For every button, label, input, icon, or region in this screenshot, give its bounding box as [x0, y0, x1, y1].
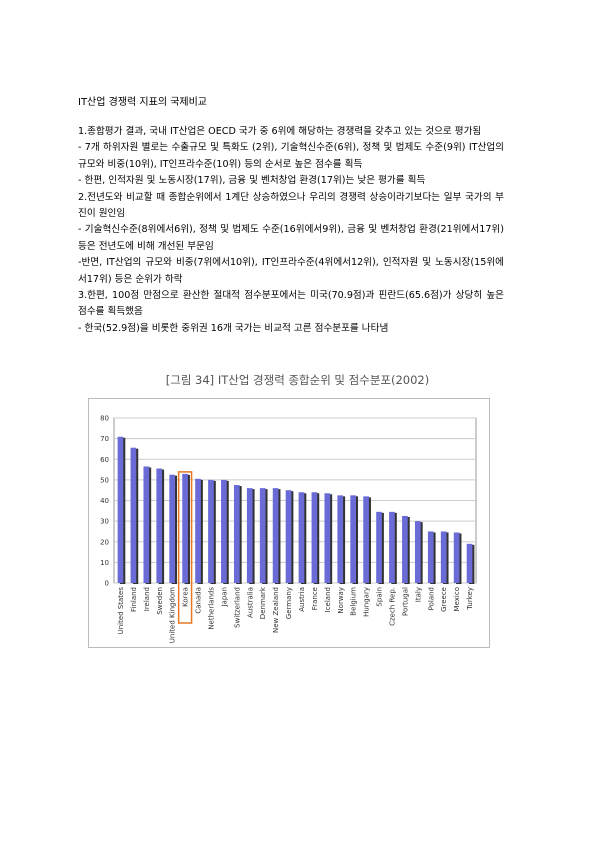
- doc-body: 1.종합평가 결과, 국내 IT산업은 OECD 국가 중 6위에 해당하는 경…: [78, 124, 504, 337]
- bar: [208, 479, 214, 583]
- bar: [272, 488, 279, 583]
- bar: [169, 474, 176, 583]
- x-tick-label: Spain: [376, 587, 384, 607]
- bar: [324, 493, 331, 583]
- x-tick-label: Iceland: [324, 587, 332, 612]
- x-tick-label: Italy: [414, 587, 422, 602]
- x-tick-label: Switzerland: [233, 587, 241, 628]
- bar: [376, 511, 382, 583]
- x-tick-label: New Zealand: [272, 587, 280, 633]
- bar: [221, 479, 227, 583]
- x-tick-label: Belgium: [350, 587, 358, 616]
- doc-title: IT산업 경쟁력 지표의 국제비교: [78, 97, 207, 108]
- bar: [246, 488, 253, 583]
- y-tick-label: 10: [100, 559, 109, 567]
- paragraph: 1.종합평가 결과, 국내 IT산업은 OECD 국가 중 6위에 해당하는 경…: [78, 126, 482, 137]
- x-tick-label: Sweden: [156, 587, 164, 615]
- bar: [453, 532, 460, 583]
- x-tick-label: Turkey: [466, 587, 474, 611]
- bar: [117, 436, 124, 583]
- x-tick-label: Norway: [337, 587, 345, 614]
- bar: [195, 478, 201, 583]
- y-tick-label: 80: [100, 415, 109, 423]
- x-tick-label: Austria: [298, 587, 306, 612]
- x-tick-label: France: [311, 587, 319, 610]
- bar: [402, 515, 408, 583]
- x-tick-label: Hungary: [363, 587, 371, 617]
- x-tick-label: Poland: [427, 587, 435, 610]
- paragraph: - 기술혁신수준(8위에서6위), 정책 및 법제도 수준(16위에서9위), …: [78, 224, 504, 252]
- chart: 0 10 20 30 40 50 60 70 80 United States Finland Ire…: [88, 398, 490, 648]
- bar: [311, 492, 318, 583]
- bar: [414, 521, 421, 583]
- x-tick-label: United States: [117, 587, 125, 635]
- x-tick-label: Germany: [285, 587, 293, 619]
- x-tick-label: Australia: [246, 587, 254, 618]
- bar: [440, 531, 447, 583]
- x-tick-label: Denmark: [259, 586, 267, 619]
- bar: [259, 488, 266, 583]
- x-tick-label: Netherlands: [207, 587, 215, 630]
- x-tick-label: Korea: [182, 587, 190, 607]
- bar: [285, 490, 292, 583]
- bar: [337, 495, 344, 583]
- paragraph: - 한편, 인적자원 및 노동시장(17위), 금융 및 벤처창업 환경(17위…: [78, 175, 426, 187]
- x-tick-label: Ireland: [143, 587, 151, 611]
- x-tick-label: United Kingdom: [169, 587, 177, 643]
- bar: [427, 531, 434, 583]
- bar: [363, 496, 369, 583]
- chart-title: [그림 34] IT산업 경쟁력 종합순위 및 점수분포(2002): [165, 373, 430, 387]
- y-tick-label: 20: [100, 538, 109, 546]
- bar: [156, 468, 163, 583]
- paragraph: - 7개 하위자원 별로는 수출규모 및 특화도 (2위), 기술혁신수준(6위…: [78, 142, 504, 170]
- x-tick-label: Canada: [195, 587, 203, 614]
- paragraph: 2.전년도와 비교할 때 종합순위에서 1계단 상승하였으나 우리의 경쟁력 상…: [78, 191, 504, 220]
- bar: [350, 495, 357, 583]
- highlight-box: [177, 471, 193, 624]
- bar: [130, 447, 137, 583]
- x-tick-label: Greece: [440, 587, 448, 612]
- x-tick-label: Czech Rep.: [388, 587, 396, 626]
- x-tick-label: Japan: [220, 587, 228, 608]
- x-tick-label: Portugal: [401, 587, 409, 616]
- bar: [466, 543, 473, 583]
- y-tick-label: 50: [100, 476, 109, 484]
- paragraph: -반면, IT산업의 규모와 비중(7위에서10위), IT인프라수준(4위에서…: [78, 257, 504, 285]
- paragraph: - 한국(52.9점)을 비롯한 중위권 16개 국가는 비교적 고른 점수분포…: [78, 322, 389, 334]
- bar: [182, 473, 188, 583]
- y-tick-label: 30: [100, 518, 109, 526]
- bar: [233, 485, 240, 583]
- y-tick-label: 40: [100, 497, 109, 505]
- bar: [298, 492, 305, 583]
- y-tick-label: 60: [100, 456, 109, 464]
- bar: [389, 511, 395, 583]
- paragraph: 3.한편, 100점 만점으로 환산한 절대적 점수분포에서는 미국(70.9점…: [78, 290, 504, 318]
- y-tick-label: 70: [100, 435, 109, 443]
- x-tick-label: Finland: [130, 587, 138, 612]
- bar: [143, 466, 150, 583]
- y-tick-label: 0: [105, 580, 109, 588]
- x-tick-label: Mexico: [453, 587, 461, 611]
